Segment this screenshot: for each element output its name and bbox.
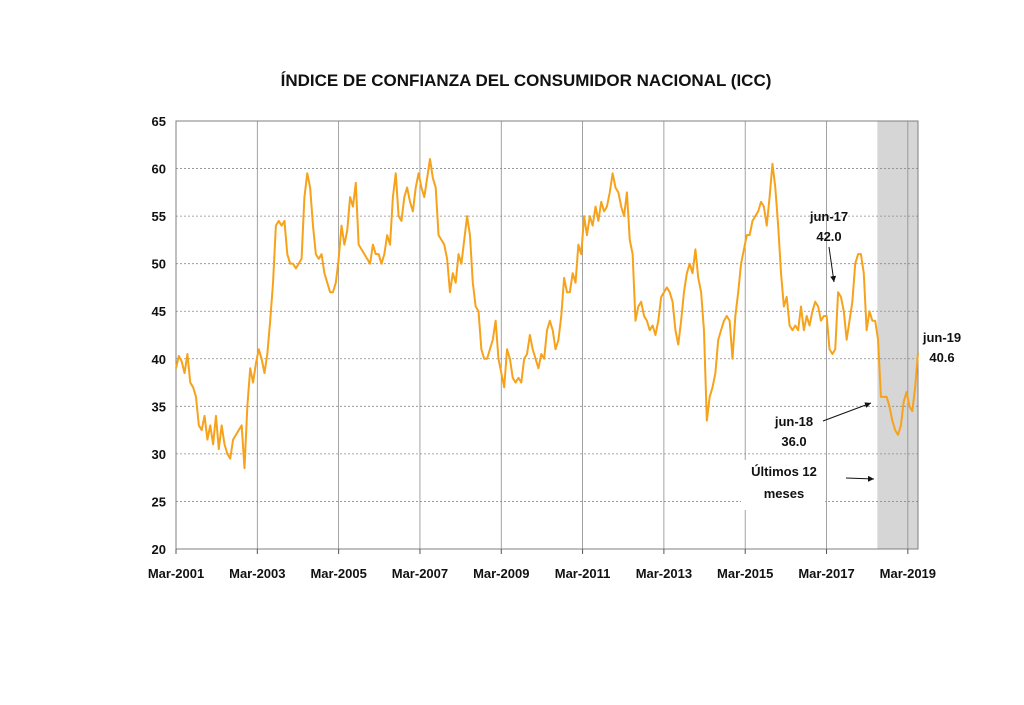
annotation-jun17-label: jun-17 — [809, 209, 848, 224]
x-axis: Mar-2001 Mar-2003 Mar-2005 Mar-2007 Mar-2009… — [148, 549, 936, 581]
x-tick-label: Mar-2011 — [555, 566, 611, 581]
annotation-ultimos-box — [741, 460, 825, 510]
annotation-jun18-arrow — [822, 402, 872, 422]
x-tick-label: Mar-2015 — [717, 566, 773, 581]
annotation-jun17-arrow — [828, 246, 837, 283]
x-tick-label: Mar-2019 — [880, 566, 936, 581]
last-12-months-shade — [877, 121, 918, 549]
y-tick-label: 55 — [152, 209, 166, 224]
y-tick-label: 25 — [152, 494, 166, 509]
x-tick-label: Mar-2007 — [392, 566, 448, 581]
x-tick-label: Mar-2017 — [798, 566, 854, 581]
x-tick-label: Mar-2013 — [636, 566, 692, 581]
x-tick-label: Mar-2003 — [229, 566, 285, 581]
y-tick-label: 60 — [152, 162, 166, 177]
y-tick-label: 45 — [152, 304, 166, 319]
y-tick-label: 50 — [152, 257, 166, 272]
y-axis: 20 25 30 35 40 45 50 55 60 65 — [152, 114, 166, 557]
annotation-jun19-value: 40.6 — [929, 350, 954, 365]
chart-title: ÍNDICE DE CONFIANZA DEL CONSUMIDOR NACIO… — [281, 71, 772, 90]
annotation-jun18-label: jun-18 — [774, 414, 813, 429]
y-tick-label: 65 — [152, 114, 166, 129]
annotation-ultimos-arrow — [845, 475, 875, 482]
series-line-icc — [175, 158, 919, 470]
annotation-jun18-value: 36.0 — [781, 434, 806, 449]
grid-layer — [175, 120, 918, 550]
y-tick-label: 35 — [152, 399, 166, 414]
x-tick-label: Mar-2005 — [310, 566, 366, 581]
x-tick-label: Mar-2001 — [148, 566, 204, 581]
y-tick-label: 20 — [152, 542, 166, 557]
x-tick-label: Mar-2009 — [473, 566, 529, 581]
annotation-ultimos-line2: meses — [764, 486, 804, 501]
y-tick-label: 40 — [152, 352, 166, 367]
plot-area-frame — [175, 120, 919, 550]
annotation-ultimos-line1: Últimos 12 — [751, 464, 817, 479]
y-tick-label: 30 — [152, 447, 166, 462]
annotation-jun19-label: jun-19 — [922, 330, 961, 345]
annotation-jun17-value: 42.0 — [816, 229, 841, 244]
